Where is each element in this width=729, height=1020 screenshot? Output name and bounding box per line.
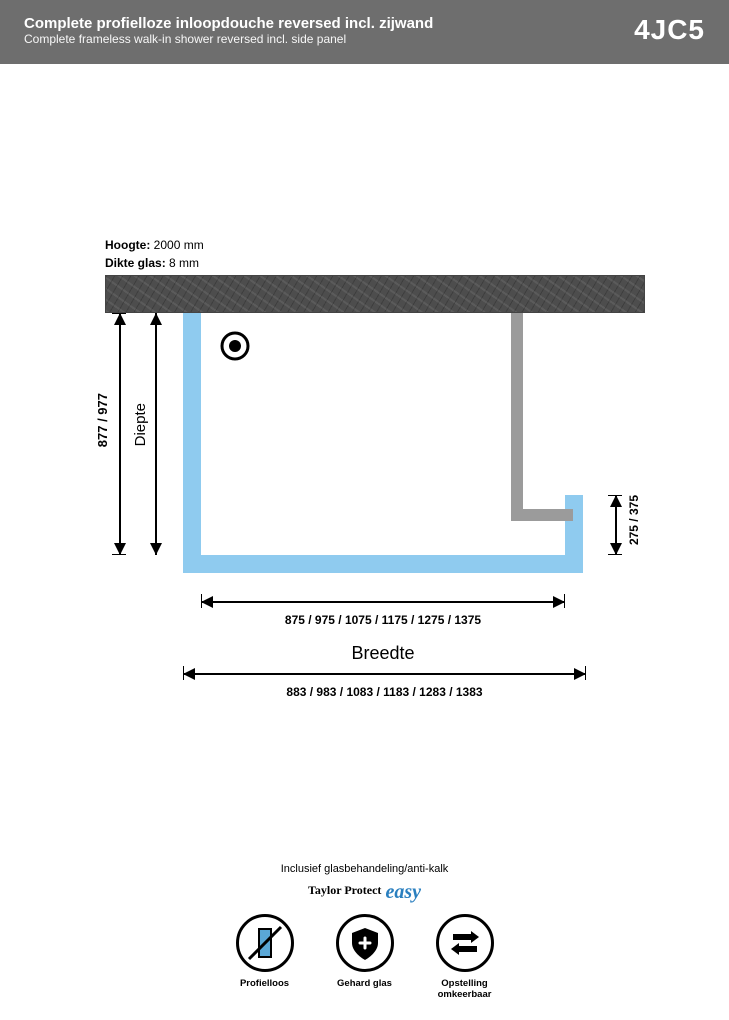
tempered-glass-icon	[336, 914, 394, 972]
support-bar-vertical	[511, 313, 523, 521]
product-title-en: Complete frameless walk-in shower revers…	[24, 32, 433, 46]
reversible-icon	[436, 914, 494, 972]
arrow-down	[150, 543, 162, 555]
dim-depth-outer-line	[119, 313, 121, 555]
width-outer-values: 883 / 983 / 1083 / 1183 / 1283 / 1383	[183, 685, 586, 699]
product-code: 4JC5	[634, 14, 705, 46]
dim-depth-inner-line	[155, 313, 157, 555]
side-values: 275 / 375	[627, 495, 641, 545]
feature-reversible: Opstelling omkeerbaar	[425, 914, 505, 1000]
feature-icons-row: Profielloos Gehard glas Opstelling o	[0, 914, 729, 1000]
footer-block: Inclusief glasbehandeling/anti-kalk Tayl…	[0, 863, 729, 1000]
header-bar: Complete profielloze inloopdouche revers…	[0, 0, 729, 64]
brand-name: Taylor Protect easy	[0, 877, 729, 900]
thickness-label: Dikte glas:	[105, 256, 166, 270]
height-value: 2000 mm	[154, 238, 204, 252]
width-label: Breedte	[183, 643, 583, 664]
dim-width-inner-line	[201, 601, 565, 603]
product-code-box: 4JC5	[634, 14, 705, 46]
tempered-label: Gehard glas	[325, 978, 405, 989]
brand-easy: easy	[385, 881, 421, 903]
feature-tempered: Gehard glas	[325, 914, 405, 1000]
glass-panel-bottom	[183, 555, 583, 573]
dim-tick	[608, 554, 622, 555]
header-titles: Complete profielloze inloopdouche revers…	[24, 15, 433, 46]
width-inner-values: 875 / 975 / 1075 / 1175 / 1275 / 1375	[201, 613, 565, 627]
dim-tick	[608, 495, 622, 496]
spec-lines: Hoogte: 2000 mm Dikte glas: 8 mm	[105, 236, 204, 272]
floor-plan-diagram: 877 / 977 Diepte 275 / 375 875 / 975 / 1…	[105, 275, 645, 593]
feature-frameless: Profielloos	[225, 914, 305, 1000]
product-title-nl: Complete profielloze inloopdouche revers…	[24, 15, 433, 32]
plan-area: 877 / 977 Diepte 275 / 375 875 / 975 / 1…	[105, 313, 645, 593]
frameless-icon	[236, 914, 294, 972]
arrow-up	[150, 313, 162, 325]
dim-tick	[112, 554, 126, 555]
brand-line1: Taylor Protect	[308, 883, 381, 897]
dim-tick	[112, 313, 126, 314]
dim-tick	[183, 666, 184, 680]
dim-tick	[201, 594, 202, 608]
arrow-up	[610, 495, 622, 507]
dim-tick	[585, 666, 586, 680]
depth-values: 877 / 977	[95, 393, 110, 447]
depth-label: Diepte	[132, 403, 149, 446]
glass-panel-left	[183, 313, 201, 573]
support-bar-horizontal	[511, 509, 573, 521]
arrow-up	[114, 313, 126, 325]
frameless-label: Profielloos	[225, 978, 305, 989]
glass-panel-side	[565, 495, 583, 573]
wall-texture	[105, 275, 645, 313]
glass-treatment-note: Inclusief glasbehandeling/anti-kalk	[0, 863, 729, 875]
height-label: Hoogte:	[105, 238, 150, 252]
arrow-left	[183, 668, 195, 680]
arrow-left	[201, 596, 213, 608]
dim-width-outer-line	[183, 673, 586, 675]
dim-tick	[564, 594, 565, 608]
reversible-label: Opstelling omkeerbaar	[425, 978, 505, 1000]
shower-head-icon	[220, 331, 250, 361]
thickness-value: 8 mm	[169, 256, 199, 270]
